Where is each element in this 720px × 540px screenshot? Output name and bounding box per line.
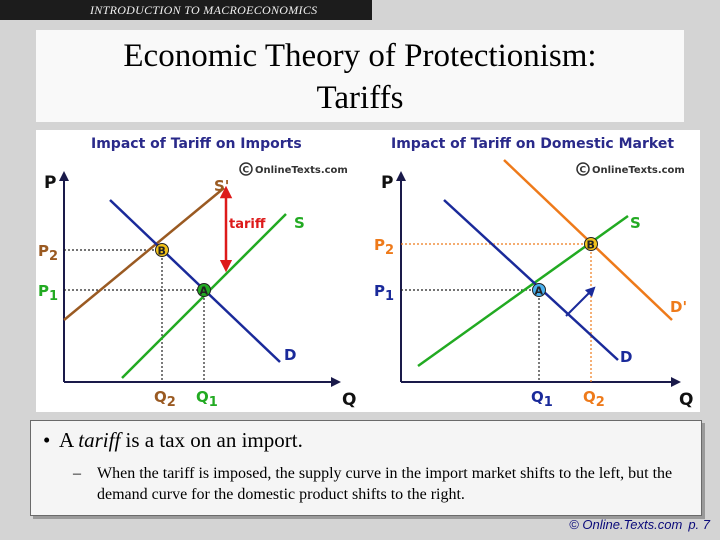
bullet-suffix: is a tax on an import. <box>120 428 303 452</box>
imports-watermark: C OnlineTexts.com <box>239 162 348 176</box>
slide-footer: © Online.Texts.com p. 7 <box>563 517 710 532</box>
imports-watermark-text: OnlineTexts.com <box>255 165 348 176</box>
imports-point-a-label: A <box>200 285 209 298</box>
domestic-p1-label: P1 <box>374 282 394 304</box>
domestic-watermark-text: OnlineTexts.com <box>592 165 685 176</box>
title-line-2: Tariffs <box>316 80 404 116</box>
domestic-q2-label: Q2 <box>583 388 605 410</box>
course-banner: INTRODUCTION TO MACROECONOMICS <box>0 0 372 20</box>
domestic-p2-label: P2 <box>374 236 394 258</box>
title-line-1: Economic Theory of Protectionism: <box>123 38 597 74</box>
explanation-box: • A tariff is a tax on an import. – When … <box>30 420 702 516</box>
copyright-icon <box>239 162 253 176</box>
sub-bullet-dash: – <box>73 465 81 482</box>
domestic-q1-label: Q1 <box>531 388 553 410</box>
imports-demand-curve <box>109 199 281 363</box>
tariff-effect-sub-bullet: – When the tariff is imposed, the supply… <box>73 463 693 505</box>
imports-diagram: Impact of Tariff on Imports C OnlineText… <box>38 136 356 410</box>
bullet-term: tariff <box>78 428 121 452</box>
imports-p2-label: P2 <box>38 242 58 264</box>
bullet-prefix: A <box>59 428 79 452</box>
imports-q1-label: Q1 <box>196 388 218 410</box>
demand-shift-arrow <box>565 286 596 317</box>
domestic-point-b-marker <box>584 237 598 251</box>
domestic-p-axis-label: P <box>381 173 393 193</box>
copyright-icon-glyph: C <box>243 166 250 176</box>
domestic-point-a-label: A <box>535 285 544 298</box>
tariff-definition-bullet: • A tariff is a tax on an import. <box>43 428 303 453</box>
imports-supply-label: S <box>294 214 305 232</box>
copyright-icon <box>576 162 590 176</box>
domestic-diagram-heading: Impact of Tariff on Domestic Market <box>391 136 674 152</box>
imports-point-a-marker <box>197 283 211 297</box>
imports-q2-label: Q2 <box>154 388 176 410</box>
imports-point-b-label: B <box>158 245 166 258</box>
course-banner-text: INTRODUCTION TO MACROECONOMICS <box>90 3 318 17</box>
domestic-q-axis-label: Q <box>679 390 693 410</box>
bullet-dot: • <box>43 428 51 452</box>
imports-q-axis-label: Q <box>342 390 356 410</box>
domestic-market-diagram: Impact of Tariff on Domestic Market C On… <box>374 136 693 410</box>
domestic-demand-shifted-label: D' <box>670 298 687 316</box>
domestic-demand-curve <box>443 199 619 361</box>
slide-title: Economic Theory of Protectionism: Tariff… <box>36 30 684 122</box>
domestic-demand-label: D <box>620 348 632 366</box>
domestic-supply-label: S <box>630 214 641 232</box>
tariff-label: tariff <box>229 217 266 232</box>
copyright-icon-glyph: C <box>580 166 587 176</box>
domestic-point-a-marker <box>532 283 546 297</box>
domestic-point-b-label: B <box>587 239 595 252</box>
domestic-watermark: C OnlineTexts.com <box>576 162 685 176</box>
footer-page-number: p. 7 <box>688 517 710 532</box>
imports-p1-label: P1 <box>38 282 58 304</box>
imports-diagram-heading: Impact of Tariff on Imports <box>91 136 302 152</box>
tariff-diagrams-figure: Impact of Tariff on Imports C OnlineText… <box>36 130 700 412</box>
sub-bullet-text: When the tariff is imposed, the supply c… <box>97 465 673 503</box>
imports-supply-shifted-curve <box>63 187 225 321</box>
imports-p-axis-label: P <box>44 173 56 193</box>
imports-supply-shifted-label: S' <box>214 177 229 195</box>
imports-point-b-marker <box>155 243 169 257</box>
imports-demand-label: D <box>284 346 296 364</box>
footer-copyright: © Online.Texts.com <box>569 517 683 532</box>
